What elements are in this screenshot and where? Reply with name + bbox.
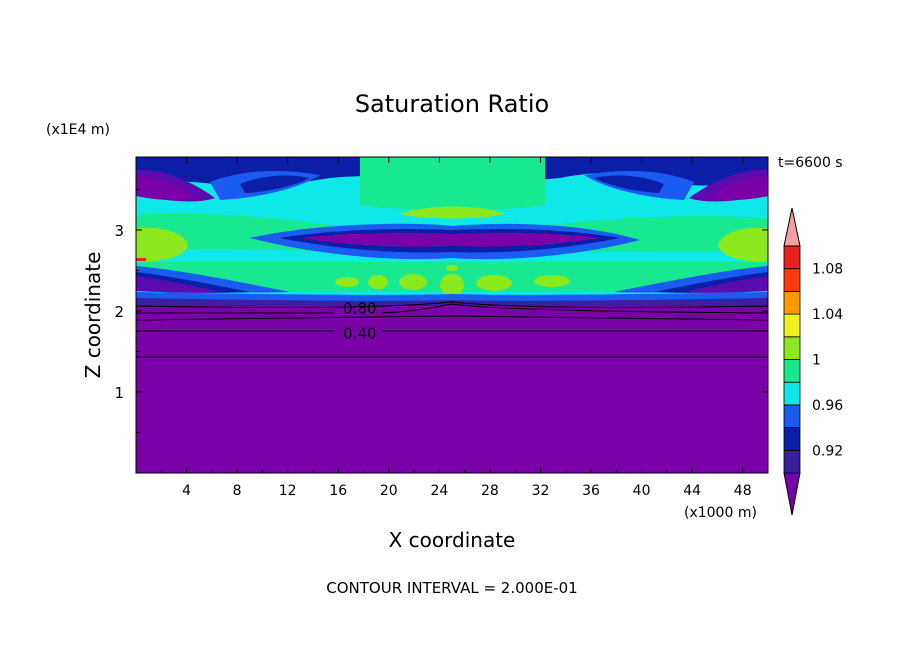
field-top-centre-green <box>360 157 545 211</box>
colorbar-low-arrow <box>783 472 801 516</box>
x-tick-label: 44 <box>683 483 701 499</box>
x-tick-label: 4 <box>182 483 191 499</box>
field-lower-purple-right <box>684 276 768 293</box>
y-axis-label: Z coordinate <box>81 252 105 379</box>
x-tick-label: 28 <box>481 483 499 499</box>
colorbar-segment <box>783 313 801 338</box>
x-tick-label: 8 <box>233 483 242 499</box>
x-tick-label: 40 <box>633 483 651 499</box>
contour-label: 0.80 <box>343 300 376 318</box>
field-top-left-core <box>136 175 198 201</box>
colorbar-segment <box>783 359 801 383</box>
x-tick-label: 48 <box>734 483 752 499</box>
colorbar-segment <box>783 290 801 315</box>
colorbar-segment <box>783 336 801 360</box>
plot-area <box>136 157 768 473</box>
contour-line-2 <box>136 315 768 321</box>
field-top-right-core <box>706 175 768 201</box>
field-centre-lens-core <box>300 232 600 247</box>
field-streak-right-dark <box>594 175 664 193</box>
field-blob-5 <box>446 265 458 271</box>
x-tick-label: 16 <box>329 483 347 499</box>
plot-frame <box>135 156 769 474</box>
colorbar-tick-label: 1 <box>812 353 821 369</box>
colorbar-tick-label: 0.92 <box>812 443 843 459</box>
field-streak-left-dark <box>240 175 310 193</box>
colorbar-segment <box>783 449 801 474</box>
y-tick-label: 3 <box>114 222 124 240</box>
contour-labels: 0.80 0.40 <box>343 300 376 343</box>
colorbar-segment <box>783 427 801 451</box>
chart-title: Saturation Ratio <box>355 90 549 118</box>
x-axis-label: X coordinate <box>389 528 516 552</box>
x-axis-ticks: 4 8 12 16 20 24 28 32 36 40 44 48 <box>160 157 752 499</box>
colorbar-tick-label: 0.96 <box>812 398 843 414</box>
field-centre-top-blob <box>400 206 505 219</box>
contour-label: 0.40 <box>343 325 376 343</box>
y-axis-unit: (x1E4 m) <box>46 122 110 138</box>
y-axis-ticks: 1 2 3 <box>114 188 768 433</box>
y-tick-label: 1 <box>114 384 124 402</box>
colorbar-segment <box>783 381 801 406</box>
colorbar-tick-label: 1.08 <box>812 262 843 278</box>
x-tick-label: 20 <box>380 483 398 499</box>
x-tick-label: 32 <box>532 483 550 499</box>
x-axis-unit: (x1000 m) <box>684 505 757 521</box>
field-blob-4 <box>440 274 464 296</box>
colorbar-high-arrow <box>783 207 801 247</box>
field-blob-2 <box>368 275 388 289</box>
x-tick-label: 12 <box>279 483 297 499</box>
x-tick-label: 24 <box>430 483 448 499</box>
x-tick-label: 36 <box>582 483 600 499</box>
field-blob-6 <box>476 275 512 291</box>
contour-line-1 <box>136 301 768 308</box>
colorbar-segment <box>783 245 801 270</box>
field-red-left-edge <box>136 258 146 261</box>
field-blob-7 <box>534 275 570 287</box>
y-tick-label: 2 <box>114 303 124 321</box>
time-label: t=6600 s <box>778 155 843 171</box>
colorbar: 0.92 0.96 1 1.04 1.08 <box>783 207 843 516</box>
colorbar-segment <box>783 268 801 292</box>
field-transition-blue <box>136 292 768 302</box>
colorbar-segment <box>783 404 801 428</box>
colorbar-tick-label: 1.04 <box>812 307 843 323</box>
contour-line-080 <box>136 303 768 314</box>
contour-interval-footer: CONTOUR INTERVAL = 2.000E-01 <box>326 579 577 597</box>
field-blob-1 <box>335 277 359 287</box>
field-lower-purple-left <box>136 276 220 293</box>
field-blob-3 <box>399 274 427 290</box>
field-left-green-blob <box>136 227 188 262</box>
field-right-green-blob <box>718 227 768 262</box>
